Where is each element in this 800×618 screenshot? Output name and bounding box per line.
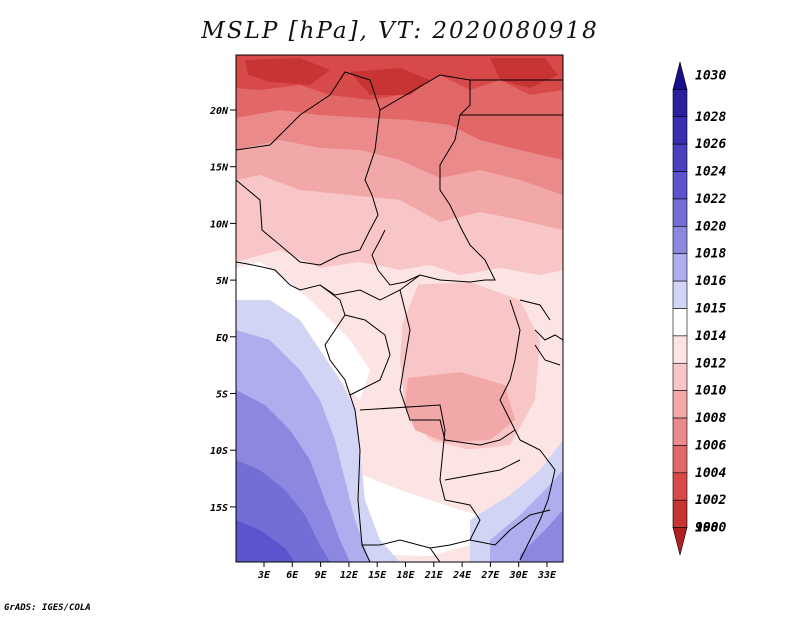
legend-label-1010: 1010 <box>695 384 726 399</box>
map-title: MSLP [hPa], VT: 2020080918 <box>201 18 599 44</box>
legend-swatch-1002 <box>672 472 688 501</box>
lon-label: 18E <box>396 570 415 581</box>
lat-label: 20N <box>209 106 229 117</box>
legend-label-1018: 1018 <box>695 247 726 262</box>
lon-label: 21E <box>424 570 444 581</box>
legend-label-1002: 1002 <box>695 493 726 508</box>
pressure-field <box>236 55 563 562</box>
legend-swatch-998 <box>672 527 688 556</box>
lon-label: 30E <box>509 570 529 581</box>
lat-label: 15S <box>210 503 228 514</box>
legend-label-1022: 1022 <box>695 192 726 207</box>
latitude-axis: 20N 15N 10N 5N EQ 5S 10S 15S <box>209 106 236 514</box>
map-frame <box>235 54 564 563</box>
legend-swatch-1010 <box>672 362 688 391</box>
lon-label: 15E <box>368 570 387 581</box>
legend-swatch-1020 <box>672 198 688 227</box>
legend-label-1014: 1014 <box>695 329 726 344</box>
lon-label: 12E <box>340 570 359 581</box>
lon-label: 9E <box>315 570 328 581</box>
legend-label-1020: 1020 <box>695 219 726 234</box>
lon-label: 3E <box>257 570 271 581</box>
legend-swatch-1016 <box>672 253 688 282</box>
lat-label: 15N <box>210 163 229 174</box>
legend-label-998: 998 <box>695 521 719 536</box>
lat-label: 5S <box>216 390 228 401</box>
legend-swatch-1008 <box>672 390 688 419</box>
legend-label-1006: 1006 <box>695 438 726 453</box>
legend-swatch-1018 <box>672 226 688 255</box>
legend-label-1026: 1026 <box>695 137 726 152</box>
legend-swatch-1012 <box>672 335 688 364</box>
legend-swatch-1030 <box>672 61 688 90</box>
legend-label-1015: 1015 <box>695 302 726 317</box>
legend-label-1016: 1016 <box>695 274 726 289</box>
lon-label: 6E <box>286 570 299 581</box>
legend-swatch-1004 <box>672 445 688 474</box>
lat-label: 10S <box>210 446 228 457</box>
legend-swatch-1028 <box>672 89 688 118</box>
color-legend: 1030 1028 1026 1024 1022 1020 1018 1016 1015 1014… <box>672 61 726 556</box>
lat-label: 5N <box>216 276 229 287</box>
grads-credit: GrADS: IGES/COLA <box>4 603 91 613</box>
legend-label-1012: 1012 <box>695 356 726 371</box>
legend-swatch-1024 <box>672 143 688 172</box>
legend-label-1000: 1000 <box>695 521 726 536</box>
legend-label-1028: 1028 <box>695 110 726 125</box>
lon-label: 24E <box>452 570 472 581</box>
legend-label-1030: 1030 <box>695 69 726 84</box>
legend-swatch-1015 <box>672 280 688 309</box>
country-borders <box>236 71 563 562</box>
lat-label: EQ <box>216 333 228 344</box>
legend-label-1004: 1004 <box>695 466 726 481</box>
legend-label-1024: 1024 <box>695 165 726 180</box>
legend-swatch-1000 <box>672 499 688 528</box>
legend-swatch-1026 <box>672 116 688 145</box>
lat-label: 10N <box>210 219 229 230</box>
legend-label-1008: 1008 <box>695 411 726 426</box>
lon-label: 27E <box>480 570 500 581</box>
longitude-axis: 3E 6E 9E 12E 15E 18E 21E 24E 27E 30E 33E <box>257 562 557 581</box>
lon-label: 33E <box>537 570 557 581</box>
legend-swatch-1014 <box>672 308 688 337</box>
legend-swatch-1022 <box>672 171 688 200</box>
legend-swatch-1006 <box>672 417 688 446</box>
